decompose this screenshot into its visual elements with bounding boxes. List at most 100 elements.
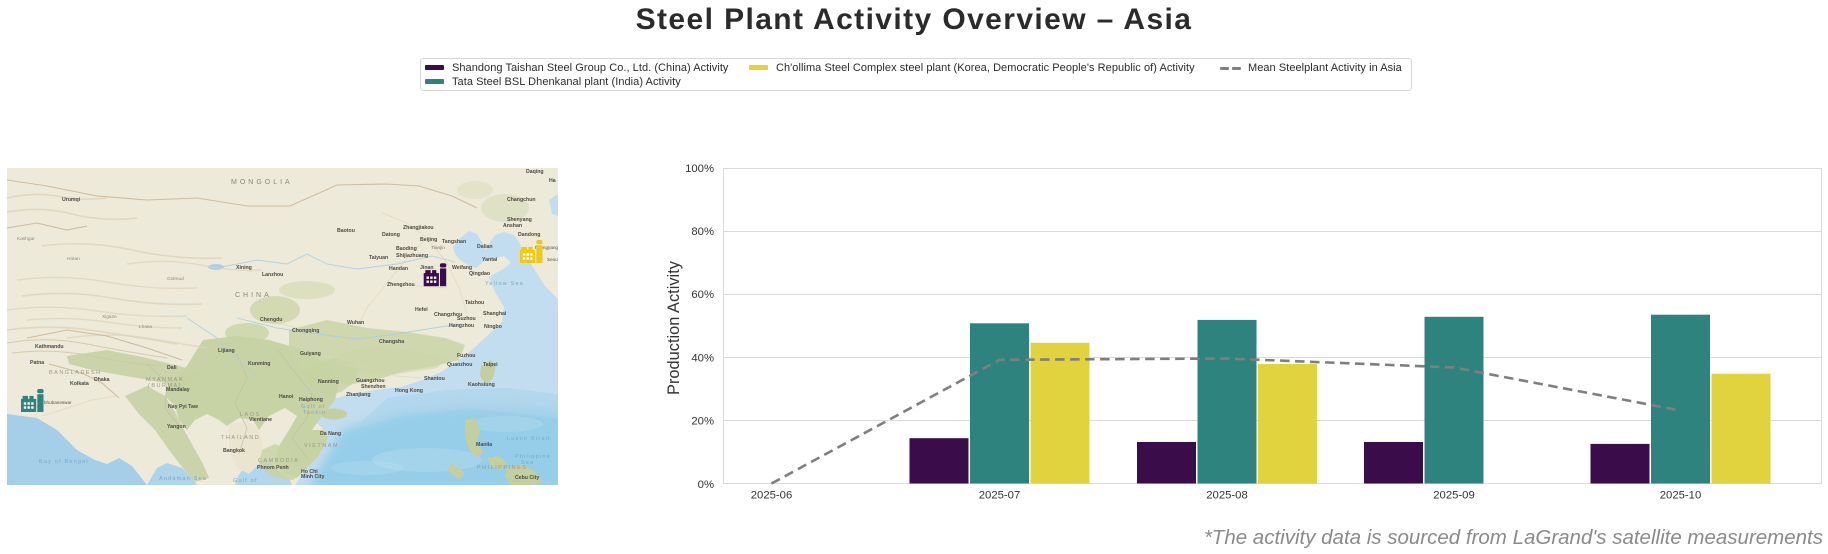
- svg-text:Mandalay: Mandalay: [166, 387, 190, 393]
- svg-text:BANGLADESH: BANGLADESH: [49, 370, 102, 376]
- svg-text:20%: 20%: [691, 416, 714, 428]
- svg-text:Changsha: Changsha: [379, 339, 404, 345]
- svg-text:Zhanjiang: Zhanjiang: [346, 392, 371, 398]
- svg-text:Patna: Patna: [30, 360, 44, 366]
- svg-text:Hotan: Hotan: [67, 256, 80, 262]
- svg-text:Ha: Ha: [549, 178, 556, 184]
- svg-text:Zhangjiakou: Zhangjiakou: [403, 225, 434, 231]
- svg-text:Production Activity: Production Activity: [665, 260, 683, 395]
- svg-text:Pyongyang: Pyongyang: [535, 245, 558, 250]
- svg-text:2025-07: 2025-07: [979, 490, 1020, 502]
- svg-text:Jinan: Jinan: [420, 265, 434, 271]
- svg-text:Chengdu: Chengdu: [260, 317, 282, 323]
- svg-text:Haiphong: Haiphong: [299, 397, 323, 403]
- svg-text:40%: 40%: [691, 352, 714, 364]
- svg-text:MYANMAR: MYANMAR: [146, 377, 184, 383]
- svg-text:Anshan: Anshan: [503, 223, 522, 229]
- svg-text:Kathmandu: Kathmandu: [35, 344, 64, 350]
- svg-text:Tonkin: Tonkin: [303, 410, 326, 416]
- svg-text:Hanoi: Hanoi: [279, 394, 294, 400]
- svg-text:bhubaneswar: bhubaneswar: [44, 400, 72, 405]
- svg-text:0%: 0%: [698, 479, 714, 491]
- svg-text:MONGOLIA: MONGOLIA: [231, 179, 293, 186]
- svg-text:Vientiane: Vientiane: [249, 417, 272, 423]
- svg-text:Shantou: Shantou: [424, 376, 445, 382]
- svg-text:Chongqing: Chongqing: [292, 328, 319, 334]
- svg-text:Cebu City: Cebu City: [515, 475, 539, 481]
- svg-text:Gulf of: Gulf of: [233, 478, 258, 484]
- svg-text:Qingdao: Qingdao: [469, 271, 490, 277]
- svg-text:Urumqi: Urumqi: [62, 197, 81, 203]
- svg-text:Baotou: Baotou: [337, 228, 355, 234]
- svg-text:Dalian: Dalian: [477, 244, 493, 250]
- svg-text:Taiyuan: Taiyuan: [369, 255, 388, 261]
- svg-text:Gulf of: Gulf of: [301, 404, 326, 410]
- svg-text:Manila: Manila: [476, 442, 492, 448]
- svg-text:Dhaka: Dhaka: [94, 377, 110, 383]
- svg-text:Lanzhou: Lanzhou: [262, 272, 283, 278]
- svg-text:Quanzhou: Quanzhou: [447, 362, 472, 368]
- svg-text:Lijiang: Lijiang: [218, 348, 235, 354]
- svg-text:Lhasa: Lhasa: [139, 324, 152, 330]
- svg-text:Seoul: Seoul: [547, 257, 558, 262]
- svg-text:Dandong: Dandong: [518, 232, 540, 238]
- svg-text:PHILIPPINES: PHILIPPINES: [477, 465, 527, 471]
- svg-text:2025-10: 2025-10: [1660, 490, 1701, 502]
- svg-text:Xining: Xining: [236, 265, 252, 271]
- svg-text:Hong Kong: Hong Kong: [395, 388, 423, 394]
- svg-text:Tangshan: Tangshan: [442, 239, 466, 245]
- svg-text:(BURMA): (BURMA): [148, 383, 182, 389]
- svg-text:Dali: Dali: [167, 365, 177, 371]
- svg-text:CHINA: CHINA: [235, 292, 272, 299]
- svg-text:CAMBODIA: CAMBODIA: [258, 458, 299, 464]
- svg-text:Da Nang: Da Nang: [320, 431, 341, 437]
- svg-text:Bangkok: Bangkok: [223, 448, 245, 454]
- svg-text:80%: 80%: [691, 226, 714, 238]
- svg-text:Philippine: Philippine: [515, 454, 551, 460]
- svg-text:Wuhan: Wuhan: [347, 320, 364, 326]
- svg-text:Kunming: Kunming: [248, 361, 270, 367]
- svg-text:100%: 100%: [685, 163, 714, 175]
- svg-text:2025-08: 2025-08: [1206, 490, 1247, 502]
- svg-text:Ningbo: Ningbo: [484, 324, 502, 330]
- svg-text:Taizhou: Taizhou: [465, 300, 484, 306]
- svg-text:Zhengzhou: Zhengzhou: [387, 282, 415, 288]
- svg-text:Weifang: Weifang: [452, 265, 472, 271]
- svg-text:Phnom Penh: Phnom Penh: [257, 465, 289, 471]
- svg-text:Hangzhou: Hangzhou: [449, 323, 474, 329]
- svg-text:Suzhou: Suzhou: [457, 316, 476, 322]
- svg-text:Luzon Strait: Luzon Strait: [507, 436, 551, 442]
- svg-text:Minh City: Minh City: [301, 474, 324, 480]
- svg-text:Taipei: Taipei: [483, 362, 498, 368]
- svg-text:Golmud: Golmud: [167, 276, 184, 282]
- svg-text:THAILAND: THAILAND: [221, 435, 260, 441]
- svg-text:Xigaze: Xigaze: [102, 314, 117, 320]
- svg-text:Ho Chi: Ho Chi: [301, 469, 318, 475]
- svg-text:Nanning: Nanning: [318, 379, 339, 385]
- svg-text:2025-06: 2025-06: [751, 490, 792, 502]
- svg-text:Handan: Handan: [389, 266, 408, 272]
- svg-text:Changzhou: Changzhou: [434, 312, 462, 318]
- svg-text:Guiyang: Guiyang: [300, 351, 321, 357]
- svg-text:LAOS: LAOS: [240, 412, 261, 418]
- svg-text:Changchun: Changchun: [507, 197, 536, 203]
- svg-text:Kolkata: Kolkata: [70, 381, 89, 387]
- svg-text:Shijiazhuang: Shijiazhuang: [396, 253, 428, 259]
- svg-text:Guangzhou: Guangzhou: [356, 378, 385, 384]
- svg-text:Baoding: Baoding: [396, 246, 417, 252]
- svg-text:Tianjin: Tianjin: [431, 245, 445, 251]
- svg-text:Nay Pyi Taw: Nay Pyi Taw: [168, 404, 199, 410]
- svg-text:Yangon: Yangon: [167, 424, 186, 430]
- svg-text:Fuzhou: Fuzhou: [457, 353, 475, 359]
- svg-text:Kashgar: Kashgar: [17, 236, 35, 242]
- svg-text:Sea: Sea: [521, 460, 534, 466]
- svg-text:Kaohsiung: Kaohsiung: [468, 382, 495, 388]
- svg-text:Datong: Datong: [382, 232, 400, 238]
- svg-text:2025-09: 2025-09: [1433, 490, 1474, 502]
- svg-text:Yantai: Yantai: [482, 257, 498, 263]
- svg-text:Bay of Bengal: Bay of Bengal: [39, 459, 89, 465]
- svg-text:Shenyang: Shenyang: [507, 217, 532, 223]
- svg-text:Daqing: Daqing: [526, 169, 544, 175]
- svg-text:Andaman Sea: Andaman Sea: [159, 476, 207, 482]
- svg-text:Shanghai: Shanghai: [483, 311, 507, 317]
